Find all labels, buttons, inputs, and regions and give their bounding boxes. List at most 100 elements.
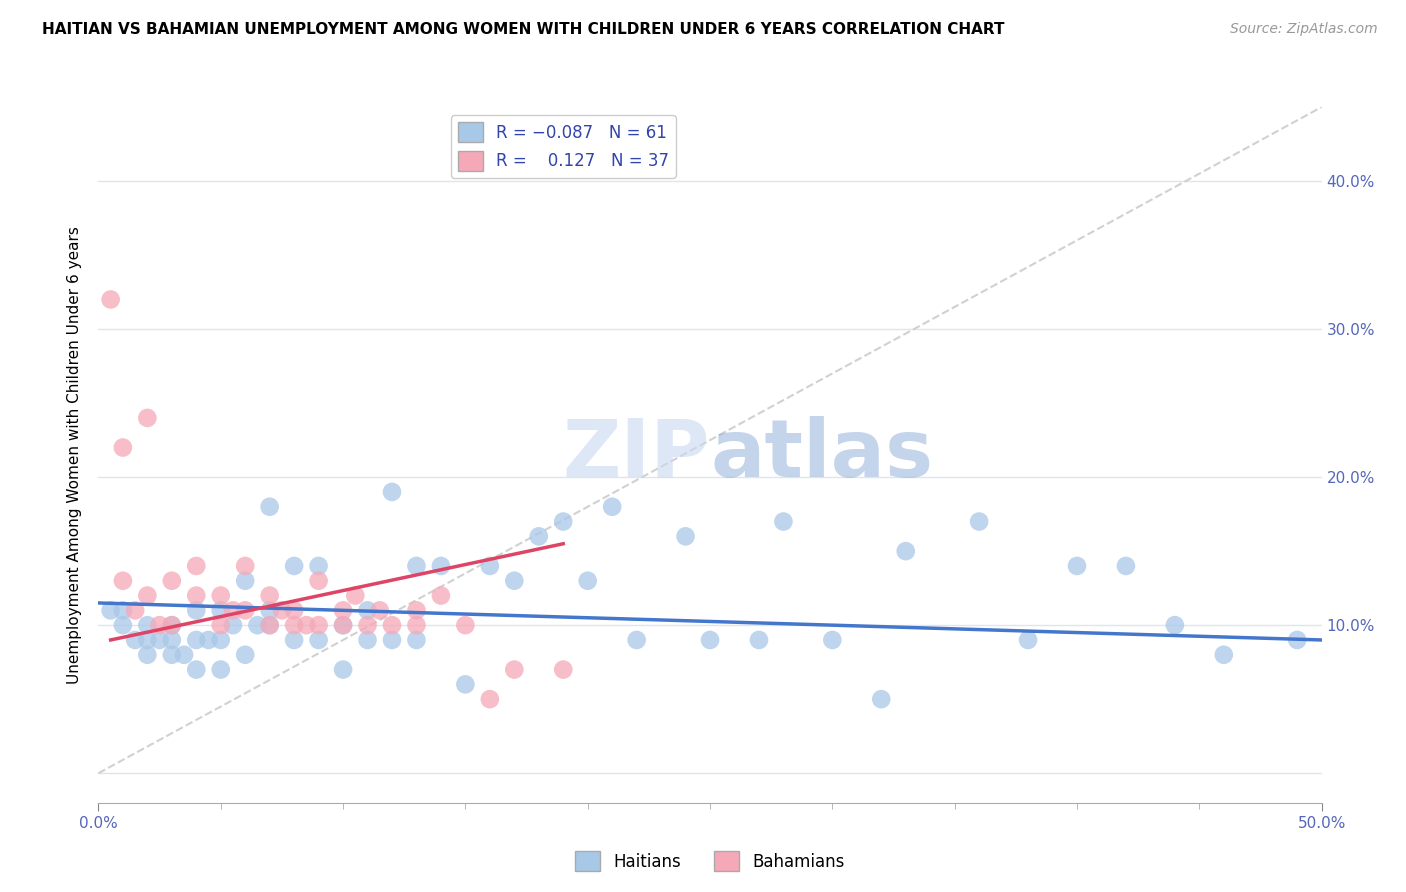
Point xyxy=(283,632,305,647)
Text: HAITIAN VS BAHAMIAN UNEMPLOYMENT AMONG WOMEN WITH CHILDREN UNDER 6 YEARS CORRELA: HAITIAN VS BAHAMIAN UNEMPLOYMENT AMONG W… xyxy=(42,22,1005,37)
Point xyxy=(600,500,623,514)
Point xyxy=(503,574,526,588)
Point xyxy=(160,618,183,632)
Point xyxy=(197,632,219,647)
Point xyxy=(344,589,367,603)
Point xyxy=(308,632,330,647)
Point xyxy=(160,648,183,662)
Point xyxy=(1212,648,1234,662)
Point xyxy=(259,618,281,632)
Point xyxy=(270,603,294,617)
Point xyxy=(100,293,122,307)
Point xyxy=(699,632,721,647)
Point xyxy=(136,632,159,647)
Point xyxy=(430,558,453,573)
Point xyxy=(332,618,354,632)
Point xyxy=(748,632,770,647)
Point xyxy=(209,632,232,647)
Point xyxy=(454,677,477,691)
Point xyxy=(233,603,256,617)
Point xyxy=(111,441,134,455)
Point xyxy=(136,589,159,603)
Point xyxy=(111,574,134,588)
Point xyxy=(222,603,245,617)
Point xyxy=(283,618,305,632)
Point xyxy=(894,544,917,558)
Point xyxy=(173,648,195,662)
Point xyxy=(368,603,391,617)
Point xyxy=(160,574,183,588)
Point xyxy=(149,632,172,647)
Point xyxy=(381,618,404,632)
Point xyxy=(626,632,648,647)
Point xyxy=(430,589,453,603)
Text: atlas: atlas xyxy=(710,416,934,494)
Point xyxy=(136,618,159,632)
Point xyxy=(233,558,256,573)
Point xyxy=(454,618,477,632)
Point xyxy=(527,529,550,543)
Point xyxy=(405,603,427,617)
Point xyxy=(209,603,232,617)
Y-axis label: Unemployment Among Women with Children Under 6 years: Unemployment Among Women with Children U… xyxy=(67,226,83,684)
Point xyxy=(332,618,354,632)
Point xyxy=(1115,558,1137,573)
Point xyxy=(405,632,427,647)
Point xyxy=(136,411,159,425)
Point xyxy=(160,632,183,647)
Point xyxy=(124,603,146,617)
Point xyxy=(381,484,404,499)
Point xyxy=(259,618,281,632)
Point xyxy=(1066,558,1088,573)
Point xyxy=(259,603,281,617)
Point xyxy=(821,632,844,647)
Point xyxy=(209,589,232,603)
Point xyxy=(356,618,378,632)
Point xyxy=(308,558,330,573)
Point xyxy=(332,603,354,617)
Point xyxy=(332,663,354,677)
Point xyxy=(259,589,281,603)
Point xyxy=(356,632,378,647)
Text: ZIP: ZIP xyxy=(562,416,710,494)
Point xyxy=(295,618,318,632)
Point xyxy=(772,515,794,529)
Point xyxy=(675,529,697,543)
Point xyxy=(246,618,269,632)
Point xyxy=(111,618,134,632)
Point xyxy=(186,632,208,647)
Point xyxy=(100,603,122,617)
Point xyxy=(209,663,232,677)
Text: Source: ZipAtlas.com: Source: ZipAtlas.com xyxy=(1230,22,1378,37)
Point xyxy=(233,574,256,588)
Point xyxy=(553,663,575,677)
Point xyxy=(283,558,305,573)
Point xyxy=(576,574,599,588)
Point xyxy=(233,648,256,662)
Point xyxy=(405,558,427,573)
Point xyxy=(1164,618,1187,632)
Point xyxy=(1017,632,1039,647)
Point xyxy=(308,574,330,588)
Point xyxy=(478,558,501,573)
Point xyxy=(222,618,245,632)
Point xyxy=(553,515,575,529)
Point xyxy=(478,692,501,706)
Point xyxy=(967,515,990,529)
Point xyxy=(503,663,526,677)
Point xyxy=(381,632,404,647)
Point xyxy=(1286,632,1309,647)
Point xyxy=(186,663,208,677)
Point xyxy=(186,589,208,603)
Point xyxy=(283,603,305,617)
Point xyxy=(160,618,183,632)
Point xyxy=(405,618,427,632)
Point xyxy=(209,618,232,632)
Point xyxy=(259,500,281,514)
Point xyxy=(356,603,378,617)
Point xyxy=(149,618,172,632)
Point xyxy=(124,632,146,647)
Point xyxy=(308,618,330,632)
Point xyxy=(186,603,208,617)
Point xyxy=(870,692,893,706)
